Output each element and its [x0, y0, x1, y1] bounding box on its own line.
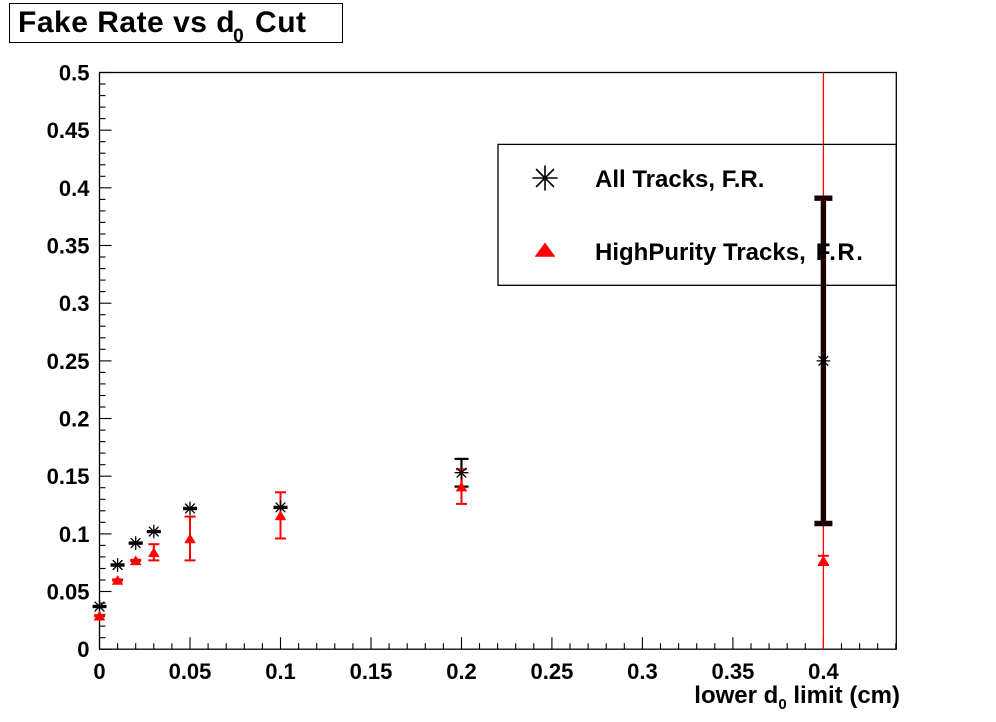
- svg-text:0.15: 0.15: [350, 659, 393, 684]
- svg-text:0.1: 0.1: [265, 659, 296, 684]
- svg-text:0.3: 0.3: [627, 659, 658, 684]
- svg-text:0.05: 0.05: [47, 580, 90, 605]
- svg-text:0.2: 0.2: [59, 407, 90, 432]
- svg-text:0.4: 0.4: [808, 659, 839, 684]
- svg-text:0.05: 0.05: [169, 659, 212, 684]
- svg-text:0.35: 0.35: [711, 659, 754, 684]
- svg-text:0.3: 0.3: [59, 291, 90, 316]
- svg-text:0.45: 0.45: [47, 118, 90, 143]
- svg-text:0.2: 0.2: [446, 659, 477, 684]
- svg-text:0: 0: [77, 637, 89, 662]
- svg-text:0.15: 0.15: [47, 464, 90, 489]
- svg-text:All Tracks, F.R.: All Tracks, F.R.: [595, 166, 764, 193]
- svg-text:0.4: 0.4: [59, 176, 90, 201]
- svg-text:0.25: 0.25: [530, 659, 573, 684]
- svg-text:0.5: 0.5: [59, 61, 90, 86]
- svg-text:HighPurity Tracks,F.R.: HighPurity Tracks, F.R.: [595, 239, 864, 266]
- svg-text:0.25: 0.25: [47, 349, 90, 374]
- svg-text:0.35: 0.35: [47, 234, 90, 259]
- svg-text:0: 0: [93, 659, 105, 684]
- svg-text:0.1: 0.1: [59, 522, 90, 547]
